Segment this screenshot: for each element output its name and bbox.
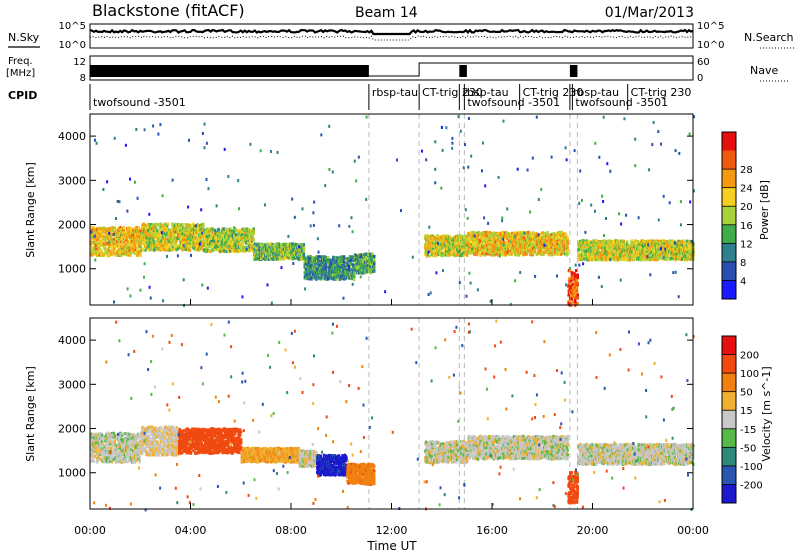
range-gate-cell (167, 223, 169, 226)
nave-label: Nave (750, 64, 778, 77)
range-gate-cell (373, 269, 375, 272)
range-gate-cell (373, 255, 375, 258)
range-gate-cell (229, 250, 231, 253)
range-gate-cell (473, 231, 475, 234)
range-gate-cell (253, 232, 255, 235)
range-gate-cell (303, 247, 305, 250)
range-gate-cell (139, 254, 141, 257)
freq-label: Freq. (8, 56, 33, 67)
beam-title: Beam 14 (355, 5, 418, 21)
range-gate-cell (95, 247, 97, 250)
range-gate-cell (235, 229, 237, 232)
range-gate-cell (373, 262, 375, 265)
cpid-label: CPID (8, 89, 37, 102)
range-gate-cell (539, 236, 541, 239)
range-gate-cell (303, 243, 305, 246)
noise-left-tick-bottom: 10^0 (59, 40, 86, 51)
cpid-segment-label: rbsp-tau (372, 86, 418, 99)
range-gate-cell (460, 241, 462, 244)
nsky-label: N.Sky (8, 31, 40, 44)
power-data-layer (90, 114, 695, 307)
frequency-blocks (90, 65, 577, 77)
range-gate-cell (267, 242, 269, 245)
range-gate-cell (189, 249, 191, 252)
noise-panel-frame (90, 24, 693, 48)
range-gate-cell (181, 223, 183, 226)
range-gate-cell (492, 244, 494, 247)
range-gate-cell (303, 250, 305, 253)
date-title: 01/Mar/2013 (605, 5, 694, 21)
nsearch-label: N.Search (744, 31, 794, 44)
range-gate-cell (91, 254, 93, 257)
noise-panel: 10^5 10^0 10^5 10^0 N.Sky N.Search (8, 21, 794, 51)
range-gate-cell (171, 241, 173, 244)
range-gate-cell (242, 243, 244, 246)
range-gate-cell (327, 256, 329, 259)
range-gate-cell (303, 253, 305, 256)
freq-right-tick-bottom: 0 (697, 73, 703, 84)
range-gate-cell (428, 254, 430, 257)
range-gate-cell (135, 240, 137, 243)
cpid-segment-label: twofsound -3501 (93, 96, 186, 109)
range-gate-cell (200, 236, 202, 239)
freq-right-tick-top: 60 (697, 57, 710, 68)
station-title: Blackstone (fitACF) (92, 1, 245, 20)
range-gate-cell (217, 228, 219, 231)
range-gate-cell (248, 249, 250, 252)
range-gate-cell (353, 278, 355, 281)
range-gate-cell (123, 227, 125, 230)
cpid-segment-label: CT-trig 230 (631, 86, 692, 99)
noise-sky-line (90, 30, 693, 34)
range-gate-cell (526, 253, 528, 256)
range-gate-cell (142, 249, 144, 252)
noise-right-tick-bottom: 10^0 (697, 40, 724, 51)
noise-search-line (90, 36, 693, 40)
noise-left-tick-top: 10^5 (59, 21, 86, 32)
freq-unit-label: [MHz] (6, 68, 35, 79)
noise-right-tick-top: 10^5 (697, 21, 724, 32)
range-gate-cell (253, 238, 255, 241)
range-gate-cell (505, 241, 507, 244)
range-gate-cell (144, 249, 146, 252)
range-gate-cell (350, 259, 352, 262)
frequency-block (459, 65, 467, 77)
frequency-block (570, 65, 578, 77)
range-gate-cell (353, 275, 355, 278)
range-gate-cell (223, 250, 225, 253)
frequency-block (90, 65, 369, 77)
range-gate-cell (202, 225, 204, 228)
range-gate-cell (253, 227, 255, 230)
range-gate-cell (206, 235, 208, 238)
range-gate-cell (373, 266, 375, 269)
range-gate-cell (373, 258, 375, 261)
range-gate-cell (449, 236, 451, 239)
range-gate-cell (123, 241, 125, 244)
freq-left-tick-bottom: 8 (80, 73, 86, 84)
freq-left-tick-top: 12 (73, 57, 86, 68)
frequency-panel: 12 8 60 0 Freq. [MHz] Nave (6, 56, 790, 84)
range-gate-cell (104, 247, 106, 250)
range-gate-cell (216, 245, 218, 248)
nave-line (369, 63, 693, 76)
range-gate-cell (472, 243, 474, 246)
